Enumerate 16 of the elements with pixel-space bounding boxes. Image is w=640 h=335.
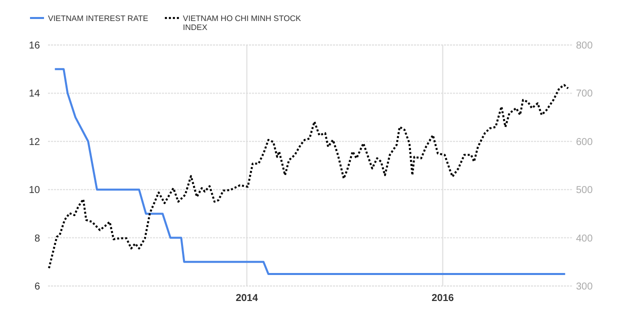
y-tick-label: 6: [34, 282, 40, 292]
y2-tick-label: 400: [576, 233, 594, 244]
y-tick-label: 12: [28, 136, 40, 148]
y2-tick-label: 500: [576, 185, 594, 196]
y2-tick-label: 800: [576, 40, 594, 52]
legend-label: VIETNAM INTEREST RATE: [48, 14, 148, 23]
y-tick-label: 16: [28, 40, 40, 52]
y-tick-label: 8: [34, 233, 40, 244]
y-tick-label: 14: [28, 88, 40, 100]
y2-tick-label: 600: [576, 136, 594, 148]
x-tick-label: 2014: [236, 293, 258, 304]
y-tick-label: 10: [28, 185, 40, 196]
legend-label: VIETNAM HO CHI MINH STOCK INDEX: [182, 14, 302, 32]
y2-tick-label: 700: [576, 88, 594, 100]
y2-tick-label: 300: [576, 282, 594, 292]
x-tick-label: 2016: [432, 293, 454, 304]
